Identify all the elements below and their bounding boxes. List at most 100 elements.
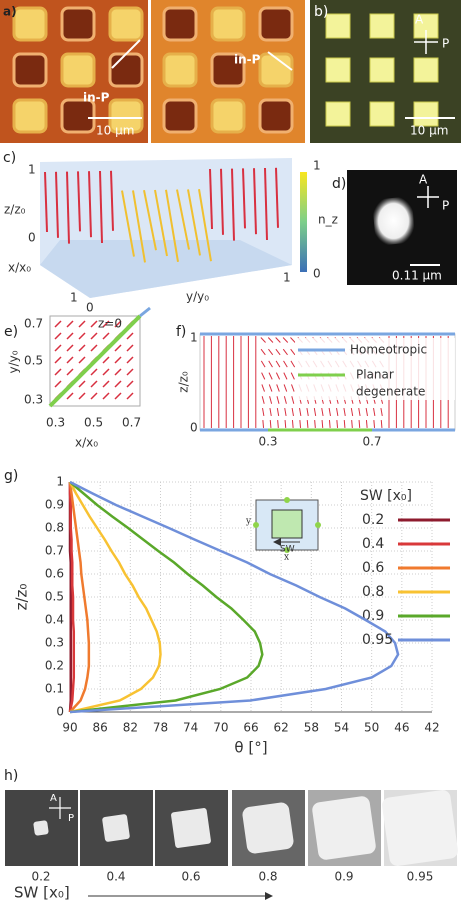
- director: [290, 372, 295, 380]
- director: [110, 170, 114, 231]
- director: [260, 337, 266, 343]
- director: [306, 419, 309, 429]
- director: [291, 419, 294, 429]
- director: [358, 419, 361, 429]
- y-tick-label: 0.5: [45, 590, 64, 604]
- analyzer: A: [50, 793, 57, 804]
- director: [268, 384, 273, 392]
- square: [162, 52, 198, 88]
- square: [12, 98, 48, 134]
- legend-label: 0.2: [362, 512, 384, 528]
- x-tick-label: 66: [243, 721, 258, 735]
- blob: [171, 808, 211, 848]
- director: [165, 189, 179, 262]
- polarizer: P: [442, 37, 449, 51]
- director: [114, 344, 122, 352]
- director: [275, 360, 281, 368]
- square: [12, 52, 48, 88]
- director: [114, 320, 122, 328]
- x-tick-label: 46: [394, 721, 409, 735]
- director: [54, 320, 62, 328]
- director: [261, 372, 266, 380]
- y-tick-label: 0.9: [45, 498, 64, 512]
- x-tick-label: 62: [274, 721, 289, 735]
- panel-label: a): [3, 5, 17, 19]
- director: [126, 332, 134, 340]
- square: [60, 52, 96, 88]
- legend-label: 0.95: [362, 632, 393, 648]
- axis-label: y/y₀: [186, 290, 209, 304]
- director: [291, 396, 295, 404]
- director: [114, 356, 122, 364]
- director: [66, 368, 74, 376]
- director: [276, 408, 280, 416]
- director: [88, 171, 92, 238]
- square: [413, 101, 439, 127]
- director: [336, 419, 339, 429]
- diagonal-end: [139, 306, 151, 318]
- series-line: [69, 481, 264, 714]
- director: [262, 408, 265, 416]
- director: [380, 408, 383, 416]
- directors-c: [44, 167, 279, 263]
- square: [258, 98, 294, 134]
- director: [90, 380, 98, 388]
- polarizer: P: [442, 199, 449, 213]
- inset-label: SW: [280, 545, 295, 555]
- director: [242, 168, 246, 229]
- scale-label: 10 μm: [96, 124, 134, 138]
- x-tick-label: 42: [424, 721, 439, 735]
- x-tick-label: 54: [334, 721, 349, 735]
- tick-label: 0.5: [84, 416, 103, 430]
- director: [380, 419, 383, 429]
- directors-e: [54, 320, 134, 400]
- annotation: z=0: [98, 317, 122, 331]
- arrow: [267, 51, 293, 71]
- director: [275, 337, 281, 343]
- legend-label: 0.6: [362, 560, 384, 576]
- tick-label: 0: [28, 231, 36, 245]
- director: [114, 368, 122, 376]
- analyzer: A: [415, 13, 424, 27]
- panel-label: e): [4, 324, 18, 340]
- director: [66, 332, 74, 340]
- legend-label: Planar: [356, 368, 394, 382]
- director: [198, 189, 212, 262]
- sample-label: 0.6: [181, 870, 200, 884]
- director: [314, 419, 316, 429]
- x-tick-label: 82: [123, 721, 138, 735]
- tick-label: 1: [70, 291, 78, 305]
- blob: [33, 820, 49, 836]
- panel-label: d): [332, 176, 346, 192]
- director: [253, 168, 257, 235]
- x-tick-label: 50: [364, 721, 379, 735]
- director: [306, 408, 309, 416]
- tick-label: 1: [190, 331, 198, 345]
- director: [78, 344, 86, 352]
- blob: [242, 802, 294, 854]
- director: [283, 384, 288, 392]
- director: [90, 332, 98, 340]
- y-tick-label: 0.6: [45, 567, 64, 581]
- director: [114, 392, 122, 400]
- director: [275, 348, 281, 356]
- director: [99, 170, 103, 244]
- inset-square: [271, 509, 303, 539]
- y-axis-label: z/z₀: [13, 584, 31, 611]
- director: [102, 368, 110, 376]
- inset-dot: [284, 497, 290, 503]
- tick-label: 0.3: [46, 416, 65, 430]
- sample-label: 0.2: [31, 870, 50, 884]
- director: [54, 368, 62, 376]
- square: [369, 57, 395, 83]
- y-tick-label: 0.2: [45, 659, 64, 673]
- director: [365, 419, 368, 429]
- director: [358, 408, 361, 416]
- tick-label: 0.7: [122, 416, 141, 430]
- box-floor: [40, 240, 292, 298]
- director: [126, 356, 134, 364]
- director: [66, 344, 74, 352]
- director: [54, 380, 62, 388]
